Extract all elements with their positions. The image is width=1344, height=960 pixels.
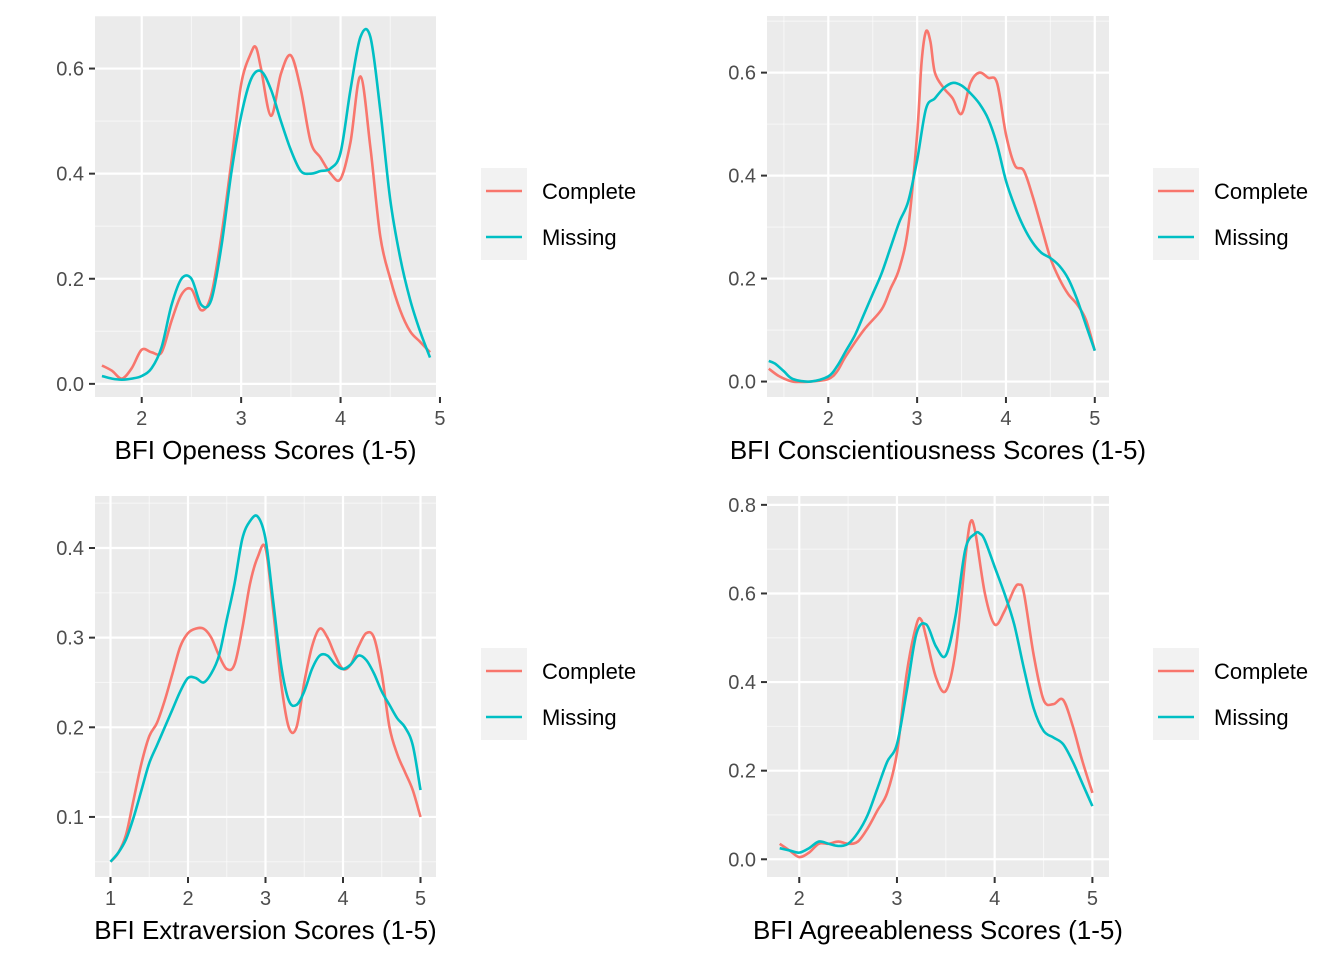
legend-label-missing: Missing	[542, 225, 617, 250]
legend-label-missing: Missing	[542, 705, 617, 730]
series-lines	[109, 514, 422, 863]
x-tick-label: 4	[1000, 408, 1011, 430]
chart-panel-4: 2 3 4 5 0.0 0.2 0.4 0.6 0.8 BFI Agreeableness Sco…	[728, 495, 1308, 945]
y-tick-label: 0.6	[728, 583, 756, 605]
x-tick-label: 2	[794, 888, 805, 910]
major-gridlines	[95, 16, 442, 397]
y-tick-label: 0.1	[56, 807, 84, 829]
x-tick-label: 1	[105, 888, 116, 910]
y-tick-label: 0.2	[728, 269, 756, 291]
minor-gridlines	[767, 16, 1109, 397]
chart-panel-3: 1 2 3 4 5 0.1 0.2 0.3 0.4 BFI Extraversion Scores…	[56, 496, 636, 945]
y-tick-label: 0.4	[56, 538, 84, 560]
x-axis-title: BFI Extraversion Scores (1-5)	[94, 915, 436, 945]
series-line-missing	[768, 81, 1097, 383]
y-tick-label: 0.2	[56, 717, 84, 739]
x-tick-label: 4	[335, 408, 346, 430]
legend-label-missing: Missing	[1214, 225, 1289, 250]
x-tick-label: 4	[337, 888, 348, 910]
x-tick-label: 2	[823, 408, 834, 430]
x-tick-label: 2	[182, 888, 193, 910]
x-axis-title: BFI Agreeableness Scores (1-5)	[753, 915, 1123, 945]
series-line-missing	[101, 27, 432, 381]
chart-panel-2: 2 3 4 5 0.0 0.2 0.4 0.6 BFI Conscientiousness Sc…	[728, 16, 1308, 465]
y-tick-label: 0.6	[728, 63, 756, 85]
series-line-missing	[109, 514, 422, 863]
series-lines	[767, 29, 1097, 384]
y-tick-label: 0.8	[728, 495, 756, 517]
major-gridlines	[95, 496, 436, 877]
x-tick-label: 5	[1087, 888, 1098, 910]
y-tick-label: 0.0	[728, 372, 756, 394]
y-tick-label: 0.4	[728, 672, 756, 694]
y-tick-label: 0.2	[728, 761, 756, 783]
legend: Complete Missing	[1153, 168, 1308, 260]
panel-background	[767, 496, 1109, 877]
series-lines	[101, 27, 432, 381]
legend-label-missing: Missing	[1214, 705, 1289, 730]
major-gridlines	[767, 16, 1109, 397]
y-tick-label: 0.4	[56, 164, 84, 186]
panel-background	[95, 16, 436, 397]
x-tick-label: 5	[415, 888, 426, 910]
series-line-missing	[779, 530, 1094, 854]
x-axis-title: BFI Conscientiousness Scores (1-5)	[730, 435, 1146, 465]
minor-gridlines	[767, 496, 1109, 877]
chart-panel-1: 2 3 4 5 0.0 0.2 0.4 0.6 BFI Openess Scores (1-5)…	[56, 16, 636, 465]
y-tick-label: 0.3	[56, 628, 84, 650]
y-tick-label: 0.0	[56, 374, 84, 396]
series-line-complete	[778, 519, 1094, 859]
x-tick-label: 3	[891, 888, 902, 910]
y-tick-label: 0.4	[728, 166, 756, 188]
x-tick-label: 5	[1089, 408, 1100, 430]
y-tick-label: 0.2	[56, 269, 84, 291]
legend-label-complete: Complete	[1214, 179, 1308, 204]
x-tick-label: 2	[136, 408, 147, 430]
legend: Complete Missing	[481, 168, 636, 260]
legend-label-complete: Complete	[542, 659, 636, 684]
series-lines	[778, 519, 1094, 859]
legend-label-complete: Complete	[542, 179, 636, 204]
legend: Complete Missing	[481, 648, 636, 740]
x-tick-label: 3	[912, 408, 923, 430]
y-tick-label: 0.6	[56, 59, 84, 81]
x-tick-label: 5	[434, 408, 445, 430]
legend-label-complete: Complete	[1214, 659, 1308, 684]
series-line-complete	[109, 543, 422, 863]
x-tick-label: 3	[236, 408, 247, 430]
x-axis-title: BFI Openess Scores (1-5)	[115, 435, 417, 465]
y-tick-label: 0.0	[728, 849, 756, 871]
x-tick-label: 3	[260, 888, 271, 910]
legend: Complete Missing	[1153, 648, 1308, 740]
x-tick-label: 4	[989, 888, 1000, 910]
